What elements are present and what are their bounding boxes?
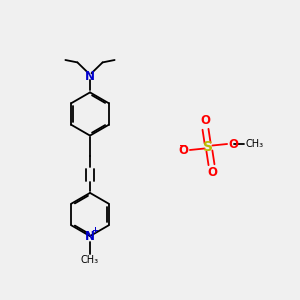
Text: S: S xyxy=(203,140,214,154)
Text: N: N xyxy=(85,70,95,83)
Text: N: N xyxy=(85,230,95,243)
Text: O: O xyxy=(229,137,238,151)
Text: CH₃: CH₃ xyxy=(81,255,99,265)
Text: O: O xyxy=(178,143,188,157)
Text: CH₃: CH₃ xyxy=(245,139,263,149)
Text: O: O xyxy=(200,115,210,128)
Text: −: − xyxy=(178,140,187,151)
Text: O: O xyxy=(207,167,217,179)
Text: +: + xyxy=(91,226,98,235)
